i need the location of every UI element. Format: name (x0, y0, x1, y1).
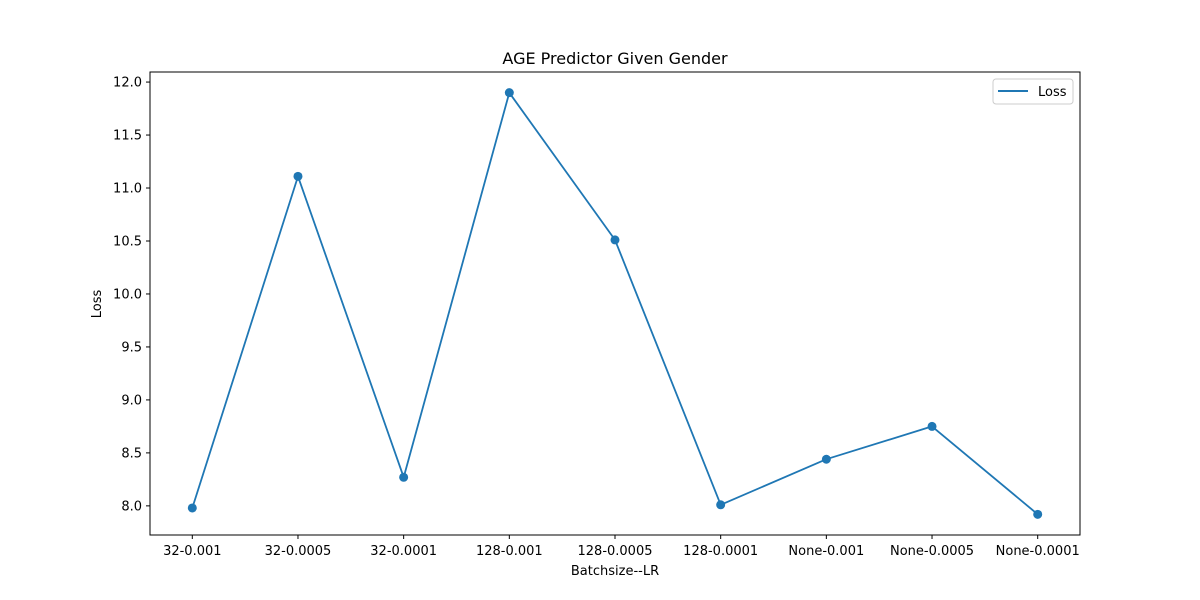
plot-frame (149, 71, 1081, 536)
y-tick-label: 9.5 (121, 340, 142, 355)
series-layer (187, 88, 1043, 519)
legend-label: Loss (1038, 85, 1067, 100)
data-point (187, 503, 197, 513)
y-tick-label: 8.0 (121, 499, 142, 514)
y-tick-label: 11.5 (113, 129, 142, 144)
legend-box (992, 78, 1074, 105)
x-tick-label: 32-0.001 (163, 544, 221, 559)
data-point (293, 171, 303, 181)
x-tick-label: 32-0.0005 (265, 544, 332, 559)
x-tick-label: None-0.0005 (890, 544, 974, 559)
x-tick-label: None-0.0001 (996, 544, 1080, 559)
data-point (1033, 509, 1043, 519)
x-axis-label: Batchsize--LR (571, 564, 659, 579)
x-tick-label: 128-0.0001 (683, 544, 758, 559)
y-tick-label: 9.0 (121, 393, 142, 408)
chart-title: AGE Predictor Given Gender (502, 49, 728, 68)
x-tick-label: 32-0.0001 (370, 544, 437, 559)
data-point (927, 421, 937, 431)
data-point (821, 454, 831, 464)
y-tick-label: 11.0 (113, 182, 142, 197)
data-point (716, 500, 726, 510)
x-tick-label: 128-0.001 (476, 544, 543, 559)
data-point (610, 235, 620, 245)
x-tick-label: 128-0.0005 (578, 544, 653, 559)
y-tick-label: 10.0 (113, 287, 142, 302)
y-tick-label: 10.5 (113, 234, 142, 249)
data-point (399, 472, 409, 482)
data-point (504, 88, 514, 98)
y-axis-label: Loss (90, 290, 105, 319)
x-tick-label: None-0.001 (788, 544, 864, 559)
legend: Loss (992, 78, 1074, 105)
y-axis-ticks: 8.0 8.5 9.0 9.5 10.0 10.5 11.0 11.5 12.0 (113, 76, 150, 514)
x-axis-ticks: 32-0.001 32-0.0005 32-0.0001 128-0.001 128-0… (163, 535, 1080, 559)
y-tick-label: 8.5 (121, 446, 142, 461)
y-tick-label: 12.0 (113, 76, 142, 91)
